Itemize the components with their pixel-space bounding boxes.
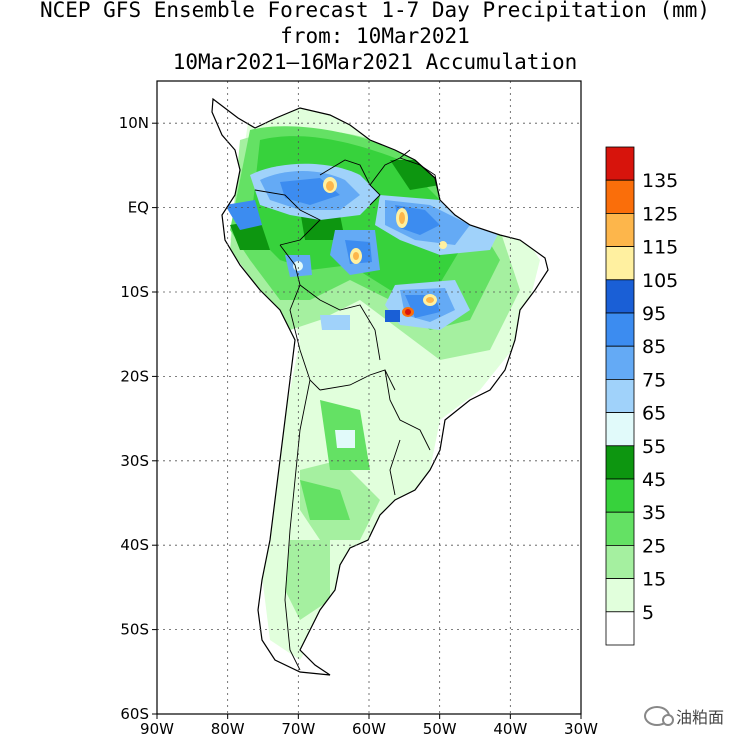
y-tick-label: 10N [119,114,149,132]
legend-label: 75 [642,369,666,391]
legend-label: 55 [642,436,666,458]
country-borders [254,149,441,671]
title-line-3: 10Mar2021—16Mar2021 Accumulation [172,50,578,74]
legend-swatch [605,445,635,480]
legend-label: 35 [642,502,666,524]
legend-label: 15 [642,569,666,591]
legend-label: 65 [642,403,666,425]
watermark: 油粕面 [643,704,724,728]
x-tick-label: 60W [352,720,386,738]
title-line-2: from: 10Mar2021 [280,24,470,48]
x-tick-label: 90W [140,720,174,738]
y-tick-label: EQ [128,199,149,217]
legend-label: 25 [642,535,666,557]
coastline [211,97,549,676]
precipitation-shading [225,107,540,661]
y-tick-label: 20S [120,367,149,385]
y-tick-label: 30S [120,452,149,470]
y-tick-label: 10S [120,283,149,301]
legend-label: 5 [642,602,654,624]
y-tick-label: 40S [120,536,149,554]
legend-swatch [605,378,635,413]
wechat-icon [643,706,674,726]
x-tick-label: 30W [564,720,598,738]
latitude-axis: 10N EQ 10S 20S 30S 40S 50S 60S [119,114,157,723]
legend-swatch [605,611,635,646]
x-tick-label: 80W [211,720,245,738]
longitude-axis: 90W 80W 70W 60W 50W 40W 30W [140,714,598,738]
x-tick-label: 40W [493,720,527,738]
legend-label: 95 [642,303,666,325]
legend-swatch [605,179,635,214]
legend-swatch [605,412,635,447]
legend-swatch [605,478,635,513]
legend-swatch [605,212,635,247]
legend-swatch [605,345,635,380]
legend-swatch [605,279,635,314]
legend-label: 105 [642,270,678,292]
y-tick-label: 50S [120,621,149,639]
legend-swatch [605,578,635,613]
legend-label: 85 [642,336,666,358]
watermark-text: 油粕面 [675,708,724,727]
legend-swatch [605,246,635,281]
y-tick-label: 60S [120,705,149,723]
x-tick-label: 50W [423,720,457,738]
legend-label: 125 [642,203,678,225]
legend-label: 135 [642,170,678,192]
legend-label: 115 [642,237,678,259]
legend-swatch [605,146,635,181]
legend-swatch [605,545,635,580]
x-tick-label: 70W [281,720,315,738]
legend-label: 45 [642,469,666,491]
title-line-1: NCEP GFS Ensemble Forecast 1-7 Day Preci… [39,0,711,22]
precipitation-legend: 135 125 115 105 95 85 75 65 55 45 35 25 15 5 [605,146,678,646]
legend-swatch [605,511,635,546]
graticule [157,81,581,714]
legend-swatch [605,312,635,347]
